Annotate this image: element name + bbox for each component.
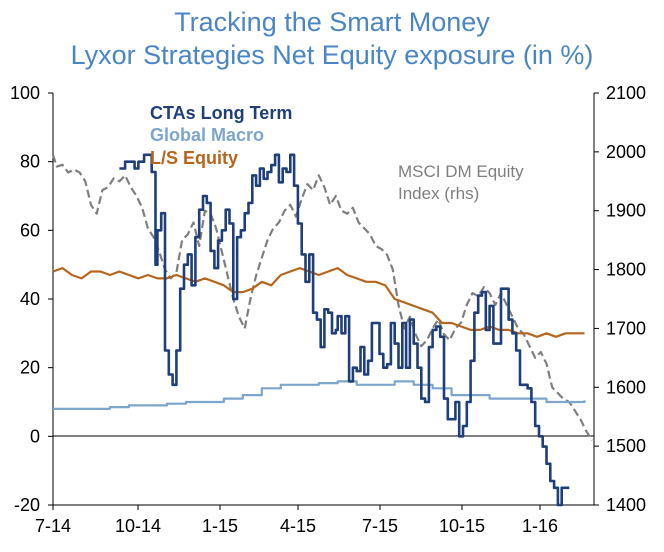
series-line-msci-dm-equity-index-rhs [51, 154, 594, 441]
left-tick-label: -20 [14, 495, 40, 515]
x-tick-label: 7-15 [362, 516, 398, 536]
chart-title-line1: Tracking the Smart Money [174, 7, 490, 37]
right-tick-label: 1400 [606, 495, 646, 515]
right-tick-label: 1600 [606, 377, 646, 397]
x-axis-ticks: 7-14 10-14 1-15 4-15 7-15 10-15 1-16 [35, 505, 558, 536]
right-tick-label: 2000 [606, 142, 646, 162]
right-tick-label: 1700 [606, 318, 646, 338]
right-tick-label: 1900 [606, 201, 646, 221]
msci-annotation: MSCI DM Equity Index (rhs) [398, 162, 524, 203]
right-tick-label: 1500 [606, 436, 646, 456]
legend-global-macro: Global Macro [150, 125, 264, 145]
x-tick-label: 7-14 [35, 516, 71, 536]
x-tick-label: 1-15 [202, 516, 238, 536]
left-tick-label: 20 [20, 358, 40, 378]
x-tick-label: 1-16 [522, 516, 558, 536]
series-line-global-macro [53, 380, 586, 410]
legend: CTAs Long Term Global Macro L/S Equity [150, 103, 292, 168]
chart-title-line2: Lyxor Strategies Net Equity exposure (in… [71, 40, 594, 70]
left-tick-label: 0 [30, 426, 40, 446]
right-tick-label: 2100 [606, 83, 646, 103]
series-line-ctas-long-term [119, 153, 570, 507]
series-layer [51, 153, 594, 507]
left-tick-label: 100 [10, 83, 40, 103]
left-tick-label: 40 [20, 289, 40, 309]
series-line-l-s-equity [52, 267, 585, 338]
legend-cta: CTAs Long Term [150, 103, 292, 123]
axes [52, 93, 595, 506]
left-axis-ticks: -20 0 20 40 60 80 100 [10, 83, 53, 515]
right-axis-ticks: 1400 1500 1600 1700 1800 1900 2000 2100 [594, 83, 646, 515]
right-tick-label: 1800 [606, 260, 646, 280]
legend-ls-equity: L/S Equity [150, 148, 238, 168]
left-tick-label: 60 [20, 220, 40, 240]
left-tick-label: 80 [20, 152, 40, 172]
msci-annotation-line1: MSCI DM Equity [398, 162, 524, 181]
x-tick-label: 10-15 [439, 516, 485, 536]
x-tick-label: 4-15 [280, 516, 316, 536]
msci-annotation-line2: Index (rhs) [398, 184, 479, 203]
x-tick-label: 10-14 [115, 516, 161, 536]
